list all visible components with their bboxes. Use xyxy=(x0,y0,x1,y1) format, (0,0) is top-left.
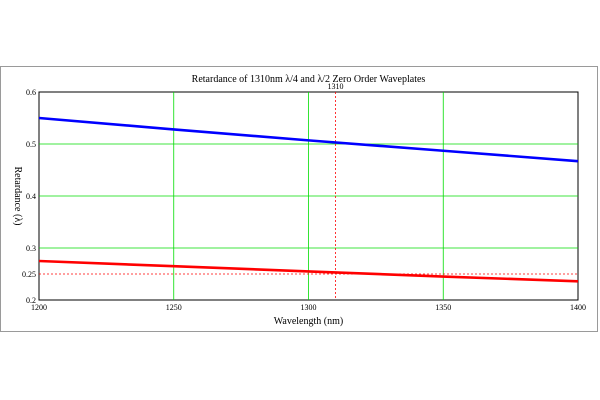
reference-lines xyxy=(39,92,578,300)
reference-label-y: 0.25 xyxy=(22,270,36,279)
y-axis-label: Retardance (λ) xyxy=(12,167,23,226)
chart-title: Retardance of 1310nm λ/4 and λ/2 Zero Or… xyxy=(192,74,426,85)
x-tick-label: 1200 xyxy=(31,303,47,312)
y-tick-label: 0.2 xyxy=(26,296,36,305)
series-line-1 xyxy=(38,259,579,283)
y-tick-label: 0.5 xyxy=(26,140,36,149)
series-lines xyxy=(38,116,579,283)
x-tick-label: 1250 xyxy=(166,303,182,312)
chart-svg: Retardance of 1310nm λ/4 and λ/2 Zero Or… xyxy=(12,74,586,327)
y-tick-label: 0.6 xyxy=(26,88,36,97)
series-line-0 xyxy=(38,116,579,163)
chart-frame: Retardance of 1310nm λ/4 and λ/2 Zero Or… xyxy=(0,66,598,332)
reference-label-x: 1310 xyxy=(327,82,343,91)
y-tick-label: 0.4 xyxy=(26,192,36,201)
x-tick-label: 1300 xyxy=(301,303,317,312)
y-tick-label: 0.3 xyxy=(26,244,36,253)
x-tick-label: 1400 xyxy=(570,303,586,312)
tick-labels: 1310 0.25 1200 1250 1300 1350 1400 0.2 0.3 0.4 0.5… xyxy=(22,82,586,312)
x-tick-label: 1350 xyxy=(435,303,451,312)
x-axis-label: Wavelength (nm) xyxy=(274,316,343,327)
